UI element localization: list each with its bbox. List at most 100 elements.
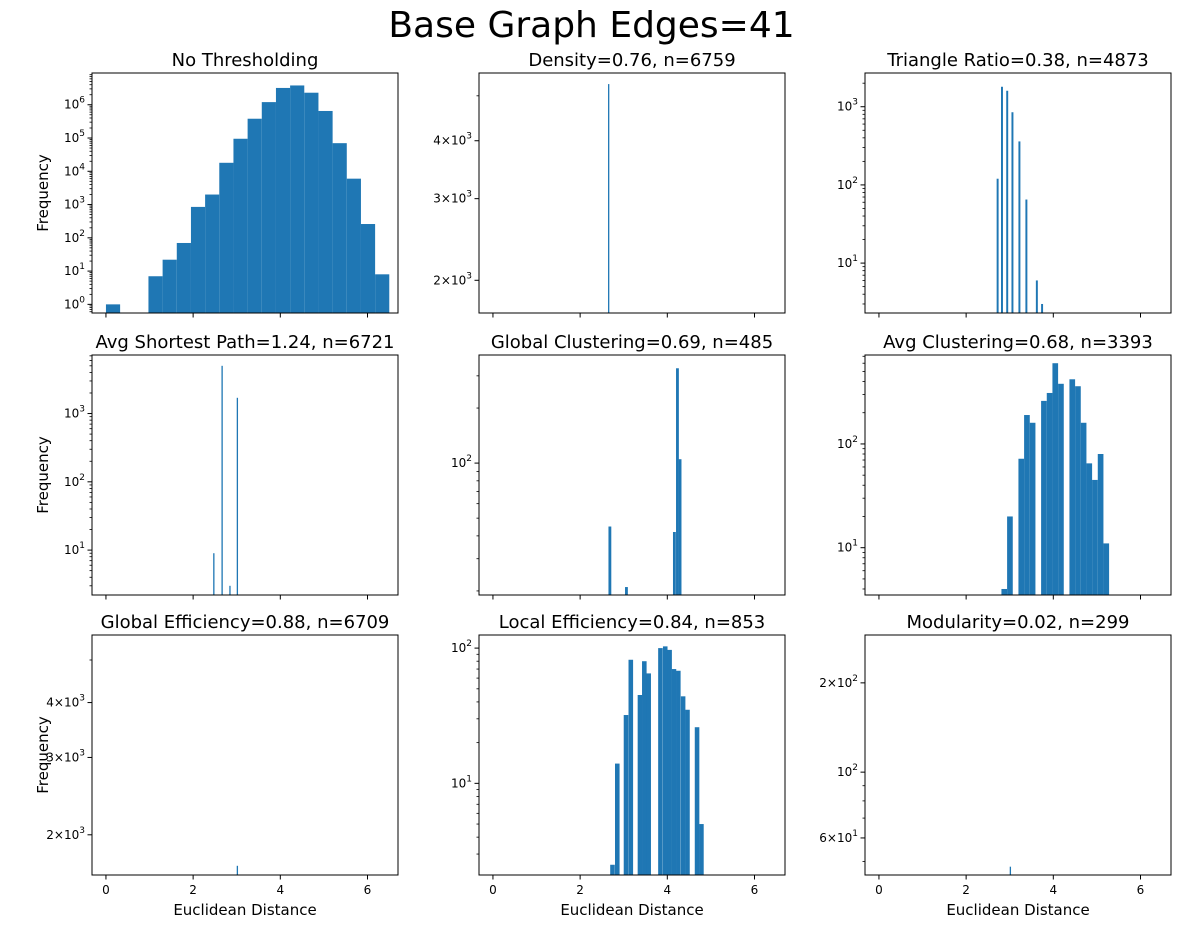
x-tick-label: 0 [489,883,497,897]
histogram-bar [1035,280,1038,313]
subplot-title: Avg Shortest Path=1.24, n=6721 [95,332,394,353]
x-axis-ticks: 0 2 4 6 [102,875,371,897]
histogram-bar [1018,458,1025,595]
histogram-bar [360,224,376,313]
histogram-bar [676,368,679,595]
histogram-bar [685,709,690,875]
histogram-bar [1103,543,1110,595]
histogram-bar [628,659,634,875]
axes-frame [478,72,786,314]
y-axis-ticks: 2×103 3×103 4×103 [433,132,479,287]
y-tick-label: 3×103 [46,748,85,764]
x-axis-ticks [878,313,1141,318]
x-tick-label: 2 [962,883,970,897]
histogram-bar [610,864,615,875]
x-axis-ticks [105,313,368,318]
histogram-bar [375,274,390,313]
histogram-bar [996,178,999,313]
subplot-title: No Thresholding [172,50,319,71]
histogram-bar [1001,86,1003,313]
histogram-bar [318,110,333,314]
x-axis-ticks [878,595,1141,600]
axes-frame [864,634,1172,876]
histogram-bar [190,206,206,313]
axes-frame [478,634,786,876]
y-axis-label: Frequency [34,436,52,514]
histogram-bar [1041,400,1047,595]
histogram-bar [162,259,177,313]
x-tick-label: 6 [1137,883,1145,897]
y-tick-label: 2×102 [819,674,858,690]
histogram-bar [699,824,704,875]
y-tick-label: 6×101 [819,829,858,845]
y-tick-label: 2×103 [433,271,472,287]
x-axis-label: Euclidean Distance [173,901,316,919]
histogram-bar [615,763,620,875]
histogram-bar [637,695,643,875]
histogram-bar [1058,383,1064,595]
y-tick-label: 4×103 [46,694,85,710]
x-axis-ticks [105,595,368,600]
figure-title: Base Graph Edges=41 [388,5,794,46]
histogram-bar [1029,422,1036,595]
histogram-bar [1069,379,1076,595]
histogram-bar [608,526,612,595]
axes-frame [91,634,399,876]
histogram-bar [247,118,262,314]
axes-frame [478,354,786,596]
subplot-title: Global Clustering=0.69, n=485 [491,332,773,353]
histogram-bar [1052,363,1059,595]
histogram-bar [1018,141,1021,313]
histogram-bar [213,553,215,595]
histogram-bar [1007,516,1013,595]
bars [996,86,1044,313]
x-tick-label: 0 [102,883,110,897]
bars [213,365,239,595]
histogram-bar [1086,463,1093,595]
x-tick-label: 2 [189,883,197,897]
subplot-title: Avg Clustering=0.68, n=3393 [883,332,1153,353]
x-axis-label: Euclidean Distance [946,901,1089,919]
histogram-bar [676,670,681,875]
y-tick-label: 4×103 [433,132,472,148]
histogram-bar [1041,303,1044,313]
x-tick-label: 2 [576,883,584,897]
x-axis-ticks [492,595,755,600]
axes-frame [864,354,1172,596]
histogram-bar [105,304,121,313]
histogram-bar [678,459,682,595]
histogram-bar [1025,199,1028,313]
histogram-bar [1097,454,1104,595]
subplot-title: Local Efficiency=0.84, n=853 [499,612,766,633]
subplot-title: Modularity=0.02, n=299 [907,612,1130,633]
histogram-bar [221,365,223,595]
histogram-bar [290,85,305,313]
bars [1009,866,1012,875]
histogram-bar [275,87,291,313]
subplot-2: 2×103 3×103 4×103 Density=0.76, n=6759 [433,50,786,318]
histogram-bar [658,648,663,875]
histogram-bar [229,585,231,595]
subplot-title: Triangle Ratio=0.38, n=4873 [886,50,1149,71]
histogram-bar [623,715,629,875]
bars [236,865,239,875]
histogram-bar [1075,386,1081,595]
subplot-title: Density=0.76, n=6759 [528,50,735,71]
x-axis-label: Euclidean Distance [560,901,703,919]
bars [1001,363,1110,595]
histogram-bar [261,102,276,314]
histogram-bar [332,143,347,313]
histogram-bar [219,162,234,313]
x-tick-label: 6 [364,883,372,897]
x-axis-ticks: 0 2 4 6 [875,875,1144,897]
bars [608,84,610,314]
x-tick-label: 0 [875,883,883,897]
y-axis-label: Frequency [34,154,52,232]
histogram-bar [1009,866,1012,875]
x-tick-label: 4 [1049,883,1057,897]
y-tick-label: 3×103 [433,190,472,206]
